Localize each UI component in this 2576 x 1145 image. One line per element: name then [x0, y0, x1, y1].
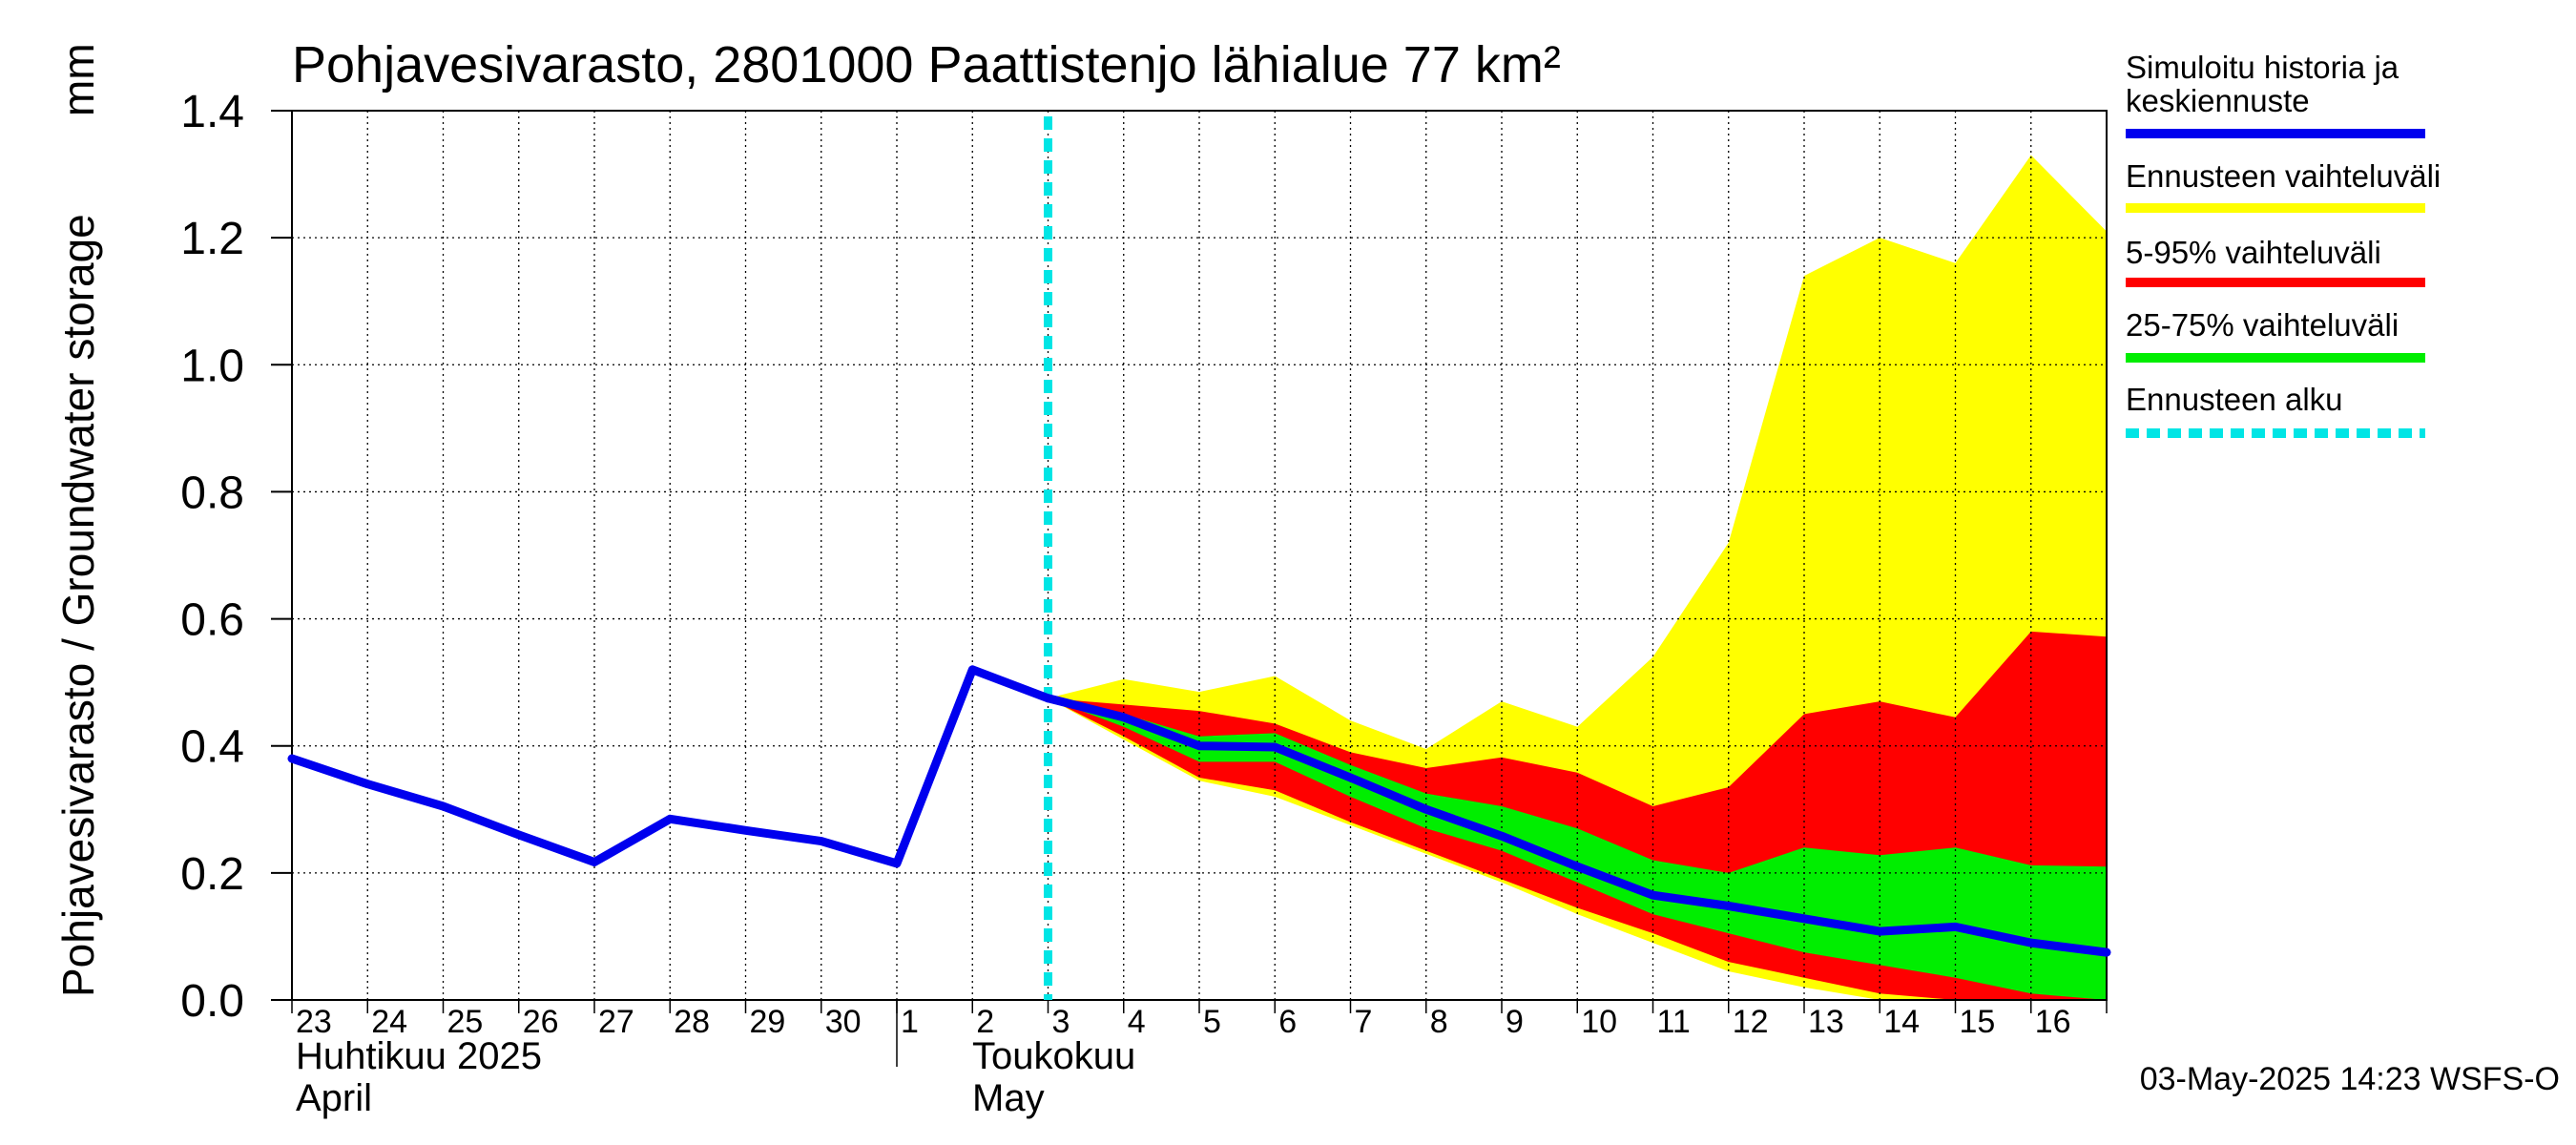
x-tick-label: 25: [447, 1004, 484, 1040]
x-tick-label: 24: [371, 1004, 407, 1040]
grid: [292, 111, 2107, 1000]
x-tick-label: 11: [1657, 1004, 1691, 1040]
y-axis-unit: mm: [53, 43, 103, 116]
axis-labels: 0.00.20.40.60.81.01.21.423 24 25 26 27 28 29 30…: [180, 87, 2070, 1119]
x-tick-label: 30: [825, 1004, 862, 1040]
legend-label: Ennusteen alku: [2126, 382, 2343, 417]
legend-label: 25-75% vaihteluväli: [2126, 307, 2399, 343]
x-tick-label: 16: [2035, 1004, 2071, 1040]
x-tick-label: 14: [1883, 1004, 1920, 1040]
x-tick-label: 8: [1430, 1004, 1448, 1040]
month-label-fi: Toukokuu: [972, 1035, 1135, 1077]
x-tick-label: 10: [1581, 1004, 1617, 1040]
x-tick-label: 6: [1278, 1004, 1297, 1040]
month-label-en: May: [972, 1077, 1045, 1119]
month-label-fi: Huhtikuu 2025: [296, 1035, 542, 1077]
x-tick-label: 23: [296, 1004, 332, 1040]
series-lines: [287, 665, 2111, 957]
x-tick-label: 5: [1203, 1004, 1221, 1040]
chart-title: Pohjavesivarasto, 2801000 Paattistenjo l…: [292, 36, 1561, 94]
x-tick-label: 1: [901, 1004, 919, 1040]
y-axis-label: Pohjavesivarasto / Groundwater storage: [53, 214, 103, 997]
y-tick-label: 0.6: [180, 595, 244, 646]
y-tick-label: 1.2: [180, 214, 244, 264]
y-tick-label: 0.2: [180, 849, 244, 900]
y-tick-label: 0.0: [180, 976, 244, 1027]
x-tick-label: 4: [1128, 1004, 1146, 1040]
legend-label: Simuloitu historia ja keskiennuste: [2126, 50, 2399, 118]
axis-ticks: [271, 110, 2108, 1067]
y-tick-label: 0.4: [180, 722, 244, 773]
x-tick-label: 26: [523, 1004, 559, 1040]
history-line: [287, 665, 1052, 868]
x-tick-label: 13: [1808, 1004, 1844, 1040]
x-tick-label: 28: [674, 1004, 710, 1040]
median-forecast-line: [1044, 694, 2111, 957]
x-tick-label: 2: [976, 1004, 994, 1040]
x-tick-label: 27: [598, 1004, 634, 1040]
y-tick-label: 0.8: [180, 468, 244, 518]
x-tick-label: 9: [1506, 1004, 1524, 1040]
x-tick-label: 29: [750, 1004, 786, 1040]
x-tick-label: 12: [1733, 1004, 1769, 1040]
legend: Simuloitu historia ja keskiennuste Ennuste…: [2126, 50, 2441, 438]
y-tick-label: 1.0: [180, 341, 244, 391]
y-tick-label: 1.4: [180, 87, 244, 137]
legend-label: Ennusteen vaihteluväli: [2126, 158, 2441, 194]
legend-label: 5-95% vaihteluväli: [2126, 235, 2381, 270]
x-tick-label: 7: [1355, 1004, 1373, 1040]
month-label-en: April: [296, 1077, 372, 1119]
timestamp-footer: 03-May-2025 14:23 WSFS-O: [2140, 1061, 2560, 1097]
x-tick-label: 3: [1052, 1004, 1070, 1040]
x-tick-label: 15: [1960, 1004, 1996, 1040]
